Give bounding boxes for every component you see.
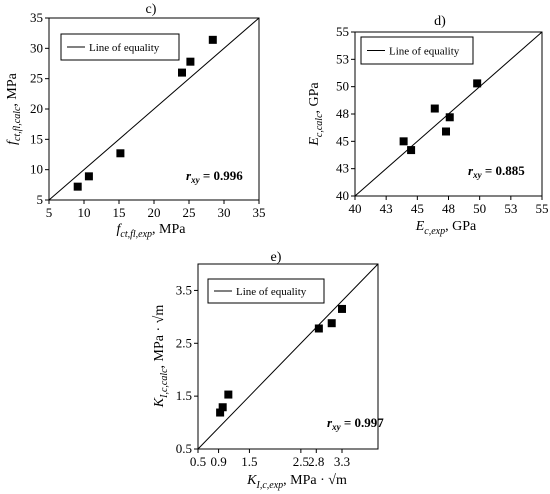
y-tick-label: 48 bbox=[336, 106, 349, 121]
x-tick-label: 25 bbox=[183, 205, 196, 220]
panel-label: c) bbox=[146, 2, 157, 17]
x-tick-label: 53 bbox=[504, 201, 517, 216]
x-tick-label: 2.8 bbox=[308, 454, 324, 469]
data-point bbox=[338, 304, 346, 313]
data-point bbox=[208, 35, 217, 44]
data-point bbox=[73, 182, 82, 191]
y-tick-label: 53 bbox=[336, 51, 349, 66]
x-tick-label: 50 bbox=[473, 201, 486, 216]
data-point bbox=[218, 403, 227, 412]
x-tick-label: 0.9 bbox=[210, 454, 226, 469]
legend: Line of equality bbox=[360, 36, 474, 65]
y-tick-label: 40 bbox=[336, 188, 349, 203]
data-point bbox=[473, 79, 482, 88]
x-axis-title: fct,fl,exp, MPa bbox=[117, 222, 187, 240]
data-point bbox=[407, 146, 416, 155]
panel-label: d) bbox=[434, 14, 446, 29]
y-tick-label: 10 bbox=[30, 162, 43, 177]
y-axis-title: Ec,calc, GPa bbox=[307, 82, 325, 147]
y-tick-label: 1.5 bbox=[176, 388, 192, 403]
equality-line bbox=[48, 17, 260, 201]
chart-panel-1: c) 5 10 15 20 25 30 35 5 10 15 20 25 30 35 Line of equa… bbox=[5, 2, 266, 240]
x-tick-label: 0.5 bbox=[190, 454, 206, 469]
y-tick-label: 50 bbox=[336, 79, 349, 94]
x-tick-label: 30 bbox=[218, 205, 231, 220]
panel-label: e) bbox=[271, 250, 282, 265]
y-tick-label: 45 bbox=[336, 133, 349, 148]
correlation-annotation: rxy = 0.996 bbox=[186, 168, 243, 185]
y-tick-label: 5 bbox=[37, 192, 44, 207]
data-point bbox=[224, 390, 233, 399]
correlation-annotation: rxy = 0.997 bbox=[327, 415, 384, 432]
data-point bbox=[216, 408, 225, 417]
data-point bbox=[430, 104, 439, 113]
equality-line bbox=[197, 263, 379, 450]
x-tick-label: 15 bbox=[113, 205, 126, 220]
y-axis-title: fct,fl,calc, MPa bbox=[5, 72, 23, 145]
y-tick-label: 25 bbox=[30, 71, 43, 86]
x-tick-label: 45 bbox=[411, 201, 424, 216]
x-tick-label: 20 bbox=[148, 205, 161, 220]
chart-panel-3: e)0.5 0.9 1.5 2.5 2.8 3.30.51.52.53.5 Line of … bbox=[152, 250, 384, 491]
x-tick-label: 40 bbox=[349, 201, 362, 216]
x-tick-label: 55 bbox=[536, 201, 549, 216]
y-tick-label: 43 bbox=[336, 161, 349, 176]
x-tick-label: 48 bbox=[442, 201, 455, 216]
x-tick-label: 3.3 bbox=[334, 454, 350, 469]
y-tick-label: 2.5 bbox=[176, 335, 192, 350]
x-axis-title: KI,c,exp, MPa · √m bbox=[246, 473, 347, 491]
y-tick-label: 3.5 bbox=[176, 282, 192, 297]
data-point bbox=[445, 113, 454, 122]
data-point bbox=[327, 319, 336, 328]
y-tick-label: 55 bbox=[336, 24, 349, 39]
data-point bbox=[186, 57, 195, 66]
x-tick-label: 1.5 bbox=[241, 454, 257, 469]
data-point bbox=[116, 149, 125, 158]
data-point bbox=[399, 137, 408, 146]
legend-label: Line of equality bbox=[389, 46, 460, 58]
legend-label: Line of equality bbox=[236, 286, 307, 298]
y-tick-label: 15 bbox=[30, 131, 43, 146]
legend-label: Line of equality bbox=[89, 42, 160, 54]
x-tick-label: 43 bbox=[380, 201, 393, 216]
x-tick-label: 10 bbox=[78, 205, 91, 220]
x-tick-label: 2.5 bbox=[293, 454, 309, 469]
data-point bbox=[442, 127, 451, 136]
chart-panel-2: d) 40 43 45 48 50 53 55 40 43 45 48 50 53 55 Line of eq… bbox=[307, 14, 549, 237]
legend: Line of equality bbox=[60, 33, 180, 61]
x-axis-title: Ec,exp, GPa bbox=[415, 219, 477, 237]
data-point bbox=[178, 68, 186, 77]
correlation-annotation: rxy = 0.885 bbox=[468, 163, 525, 180]
data-point bbox=[314, 324, 323, 333]
y-tick-label: 35 bbox=[30, 10, 43, 25]
data-point bbox=[84, 172, 93, 181]
legend: Line of equality bbox=[207, 278, 325, 304]
y-tick-label: 20 bbox=[30, 101, 43, 116]
y-tick-label: 30 bbox=[30, 40, 43, 55]
x-tick-label: 5 bbox=[46, 205, 53, 220]
y-tick-label: 0.5 bbox=[176, 441, 192, 456]
x-tick-label: 35 bbox=[253, 205, 266, 220]
y-axis-title: KI,c,calc, MPa · √m bbox=[152, 305, 170, 409]
plot-frame bbox=[197, 263, 379, 450]
